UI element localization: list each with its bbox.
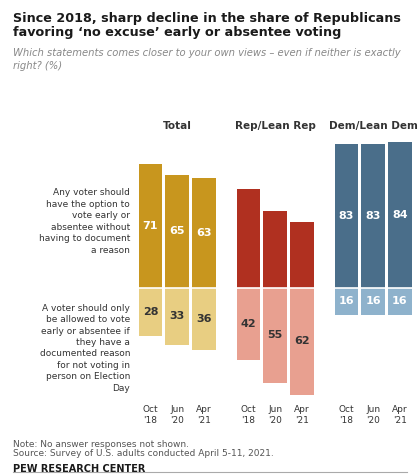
Text: favoring ‘no excuse’ early or absentee voting: favoring ‘no excuse’ early or absentee v… [13, 26, 341, 39]
Text: 65: 65 [169, 226, 185, 236]
Bar [361, 144, 385, 288]
Bar [139, 164, 163, 288]
Text: Oct
'18: Oct '18 [143, 405, 158, 425]
Text: Jun
'20: Jun '20 [170, 405, 184, 425]
Text: 55: 55 [268, 330, 283, 340]
Text: 36: 36 [196, 314, 212, 324]
Text: Jun
'20: Jun '20 [268, 405, 282, 425]
Text: Jun
'20: Jun '20 [366, 405, 380, 425]
Bar [290, 222, 314, 288]
Text: 42: 42 [241, 319, 256, 329]
Bar [290, 288, 314, 395]
Bar [139, 288, 163, 336]
Bar [165, 175, 189, 288]
Text: Apr
'21: Apr '21 [294, 405, 310, 425]
Text: Since 2018, sharp decline in the share of Republicans: Since 2018, sharp decline in the share o… [13, 12, 401, 25]
Text: Oct
'18: Oct '18 [339, 405, 354, 425]
Text: Which statements comes closer to your own views – even if neither is exactly
rig: Which statements comes closer to your ow… [13, 48, 400, 71]
Text: PEW RESEARCH CENTER: PEW RESEARCH CENTER [13, 464, 145, 474]
Bar [388, 142, 412, 288]
Bar [263, 288, 287, 383]
Text: 28: 28 [143, 307, 158, 317]
Text: Oct
'18: Oct '18 [241, 405, 256, 425]
Text: Dem/Lean Dem: Dem/Lean Dem [328, 121, 417, 131]
Text: Apr
'21: Apr '21 [196, 405, 212, 425]
Text: 84: 84 [392, 210, 407, 219]
Bar [335, 288, 358, 315]
Text: 63: 63 [196, 228, 212, 238]
Text: Note: No answer responses not shown.: Note: No answer responses not shown. [13, 440, 189, 449]
Text: 83: 83 [339, 210, 354, 220]
Text: Total: Total [163, 121, 192, 131]
Text: 16: 16 [392, 296, 407, 306]
Bar [335, 144, 358, 288]
Text: 57: 57 [241, 233, 256, 243]
Bar [236, 288, 260, 360]
Bar [388, 288, 412, 315]
Bar [192, 178, 215, 288]
Text: 44: 44 [267, 245, 283, 255]
Text: Rep/Lean Rep: Rep/Lean Rep [235, 121, 315, 131]
Text: 71: 71 [143, 221, 158, 231]
Text: 83: 83 [365, 210, 381, 220]
Text: 16: 16 [339, 296, 354, 306]
Bar [361, 288, 385, 315]
Text: A voter should only
be allowed to vote
early or absentee if
they have a
document: A voter should only be allowed to vote e… [40, 304, 130, 393]
Text: Apr
'21: Apr '21 [392, 405, 407, 425]
Text: Any voter should
have the option to
vote early or
absentee without
having to doc: Any voter should have the option to vote… [39, 189, 130, 255]
Text: 16: 16 [365, 296, 381, 306]
Text: 62: 62 [294, 336, 310, 346]
Bar [263, 211, 287, 288]
Bar [236, 189, 260, 288]
Text: 38: 38 [294, 250, 310, 260]
Bar [165, 288, 189, 345]
Text: Source: Survey of U.S. adults conducted April 5-11, 2021.: Source: Survey of U.S. adults conducted … [13, 449, 273, 458]
Text: 33: 33 [170, 311, 185, 321]
Bar [192, 288, 215, 350]
